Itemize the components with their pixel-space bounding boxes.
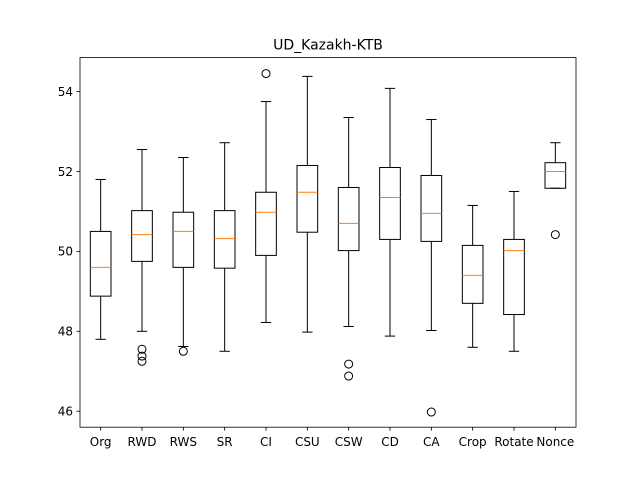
outlier-point: [344, 371, 354, 381]
x-tick-label: Org: [90, 435, 112, 449]
outlier-point: [261, 69, 271, 79]
box-csw: [337, 117, 360, 381]
x-tick-label: Nonce: [536, 435, 574, 449]
y-tick-label: 46: [58, 405, 73, 419]
x-tick-label: CSW: [335, 435, 363, 449]
iqr-box: [89, 230, 112, 297]
box-crop: [461, 204, 484, 348]
iqr-box: [296, 164, 319, 233]
box-nonce: [544, 142, 567, 240]
outlier-point: [137, 356, 147, 366]
outlier-point: [178, 346, 188, 356]
box-csu: [296, 75, 319, 333]
x-tick-label: SR: [217, 435, 233, 449]
x-tick-label: CSU: [295, 435, 320, 449]
iqr-box: [379, 166, 401, 240]
outlier-point: [344, 359, 354, 369]
box-cd: [379, 87, 401, 337]
iqr-box: [503, 238, 525, 316]
y-tick-label: 52: [58, 165, 73, 179]
plot-frame: [79, 57, 577, 428]
iqr-box: [255, 191, 277, 256]
iqr-box: [213, 210, 236, 269]
x-axis: Org RWD RWS SR CI CSU CSW CD CA Crop Rotate Nonce: [90, 427, 574, 449]
box-rwd: [131, 149, 153, 366]
y-tick-label: 48: [58, 325, 73, 339]
box-org: [89, 178, 112, 340]
box-ci: [255, 69, 277, 324]
x-tick-label: CD: [381, 435, 399, 449]
plot-area: [80, 57, 576, 428]
box-sr: [213, 142, 236, 352]
y-axis: 46 48 50 52 54: [58, 85, 80, 419]
y-tick-label: 50: [58, 245, 73, 259]
box-rws: [172, 156, 195, 356]
outlier-point: [550, 230, 560, 240]
iqr-box: [420, 174, 443, 242]
iqr-box: [172, 211, 195, 268]
outlier-point: [137, 344, 147, 354]
outlier-point: [137, 351, 147, 361]
x-tick-label: RWS: [170, 435, 197, 449]
box-rotate: [503, 190, 525, 352]
y-tick-label: 54: [58, 85, 73, 99]
iqr-box: [337, 186, 360, 252]
box-ca: [420, 119, 443, 417]
chart-title: UD_Kazakh-KTB: [273, 38, 383, 54]
iqr-box: [544, 162, 567, 189]
x-tick-label: RWD: [128, 435, 157, 449]
x-tick-label: Rotate: [494, 435, 533, 449]
x-tick-label: CA: [423, 435, 440, 449]
x-tick-label: CI: [260, 435, 272, 449]
boxes-group: [89, 69, 567, 417]
outlier-point: [426, 407, 436, 417]
iqr-box: [131, 210, 153, 262]
iqr-box: [461, 244, 484, 304]
x-tick-label: Crop: [459, 435, 487, 449]
